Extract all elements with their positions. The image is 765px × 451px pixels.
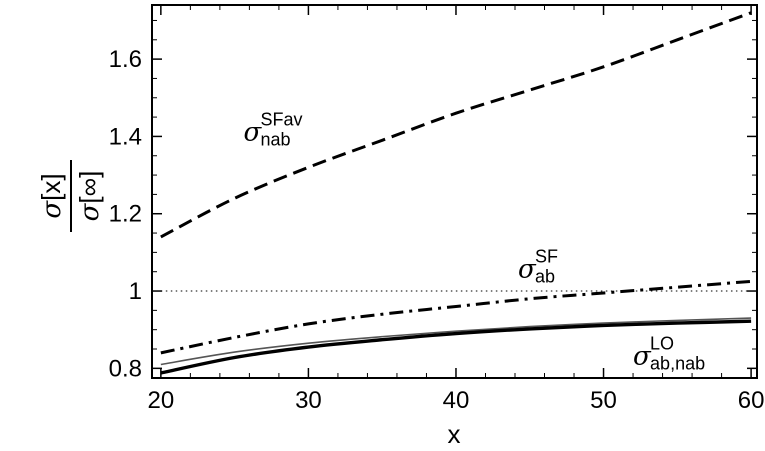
x-tick-label: 30 [295, 387, 322, 414]
y-tick-label: 1.6 [109, 46, 142, 73]
series-layer [160, 11, 752, 375]
series-line-thick-solid [160, 319, 752, 375]
y-axis-title: σ[x] σ[∞] [36, 160, 105, 232]
x-tick-label: 40 [443, 387, 470, 414]
x-tick-label: 20 [148, 387, 175, 414]
y-tick-label: 1.4 [109, 123, 142, 150]
series-line-thin-solid [160, 317, 752, 366]
annotation-superscript: SF [535, 247, 558, 267]
x-tick-label: 50 [590, 387, 617, 414]
y-axis-numerator-arg: [x] [36, 173, 66, 200]
y-tick-label: 1.2 [109, 201, 142, 228]
y-tick-label: 0.8 [109, 355, 142, 382]
plot-frame [151, 4, 758, 379]
series-line-dashed [160, 11, 752, 239]
svg-text:σ[∞]: σ[∞] [74, 171, 105, 222]
annotation-symbol: σ [633, 341, 652, 371]
annotation-symbol: σ [243, 117, 262, 147]
annotation-superscript: SFav [260, 109, 302, 129]
annotation-symbol: σ [518, 255, 537, 285]
annotation-superscript: LO [650, 333, 674, 353]
annotation-subscript: nab [260, 129, 290, 149]
svg-text:σ[x]: σ[x] [36, 173, 67, 218]
series-line-dash-dot [160, 279, 752, 355]
annotation-subscript: ab,nab [650, 353, 705, 373]
y-axis-denominator-symbol: σ [75, 202, 105, 221]
x-axis-title: x [448, 419, 461, 449]
ticks-layer: 20 30 40 50 60 0.8 1 1.2 1.4 1.6 [109, 5, 765, 414]
y-tick-label: 1 [129, 278, 142, 305]
x-tick-label: 60 [738, 387, 765, 414]
y-axis-denominator-arg: [∞] [74, 171, 104, 204]
y-axis-numerator-symbol: σ [37, 200, 67, 219]
annotation-subscript: ab [535, 267, 555, 287]
